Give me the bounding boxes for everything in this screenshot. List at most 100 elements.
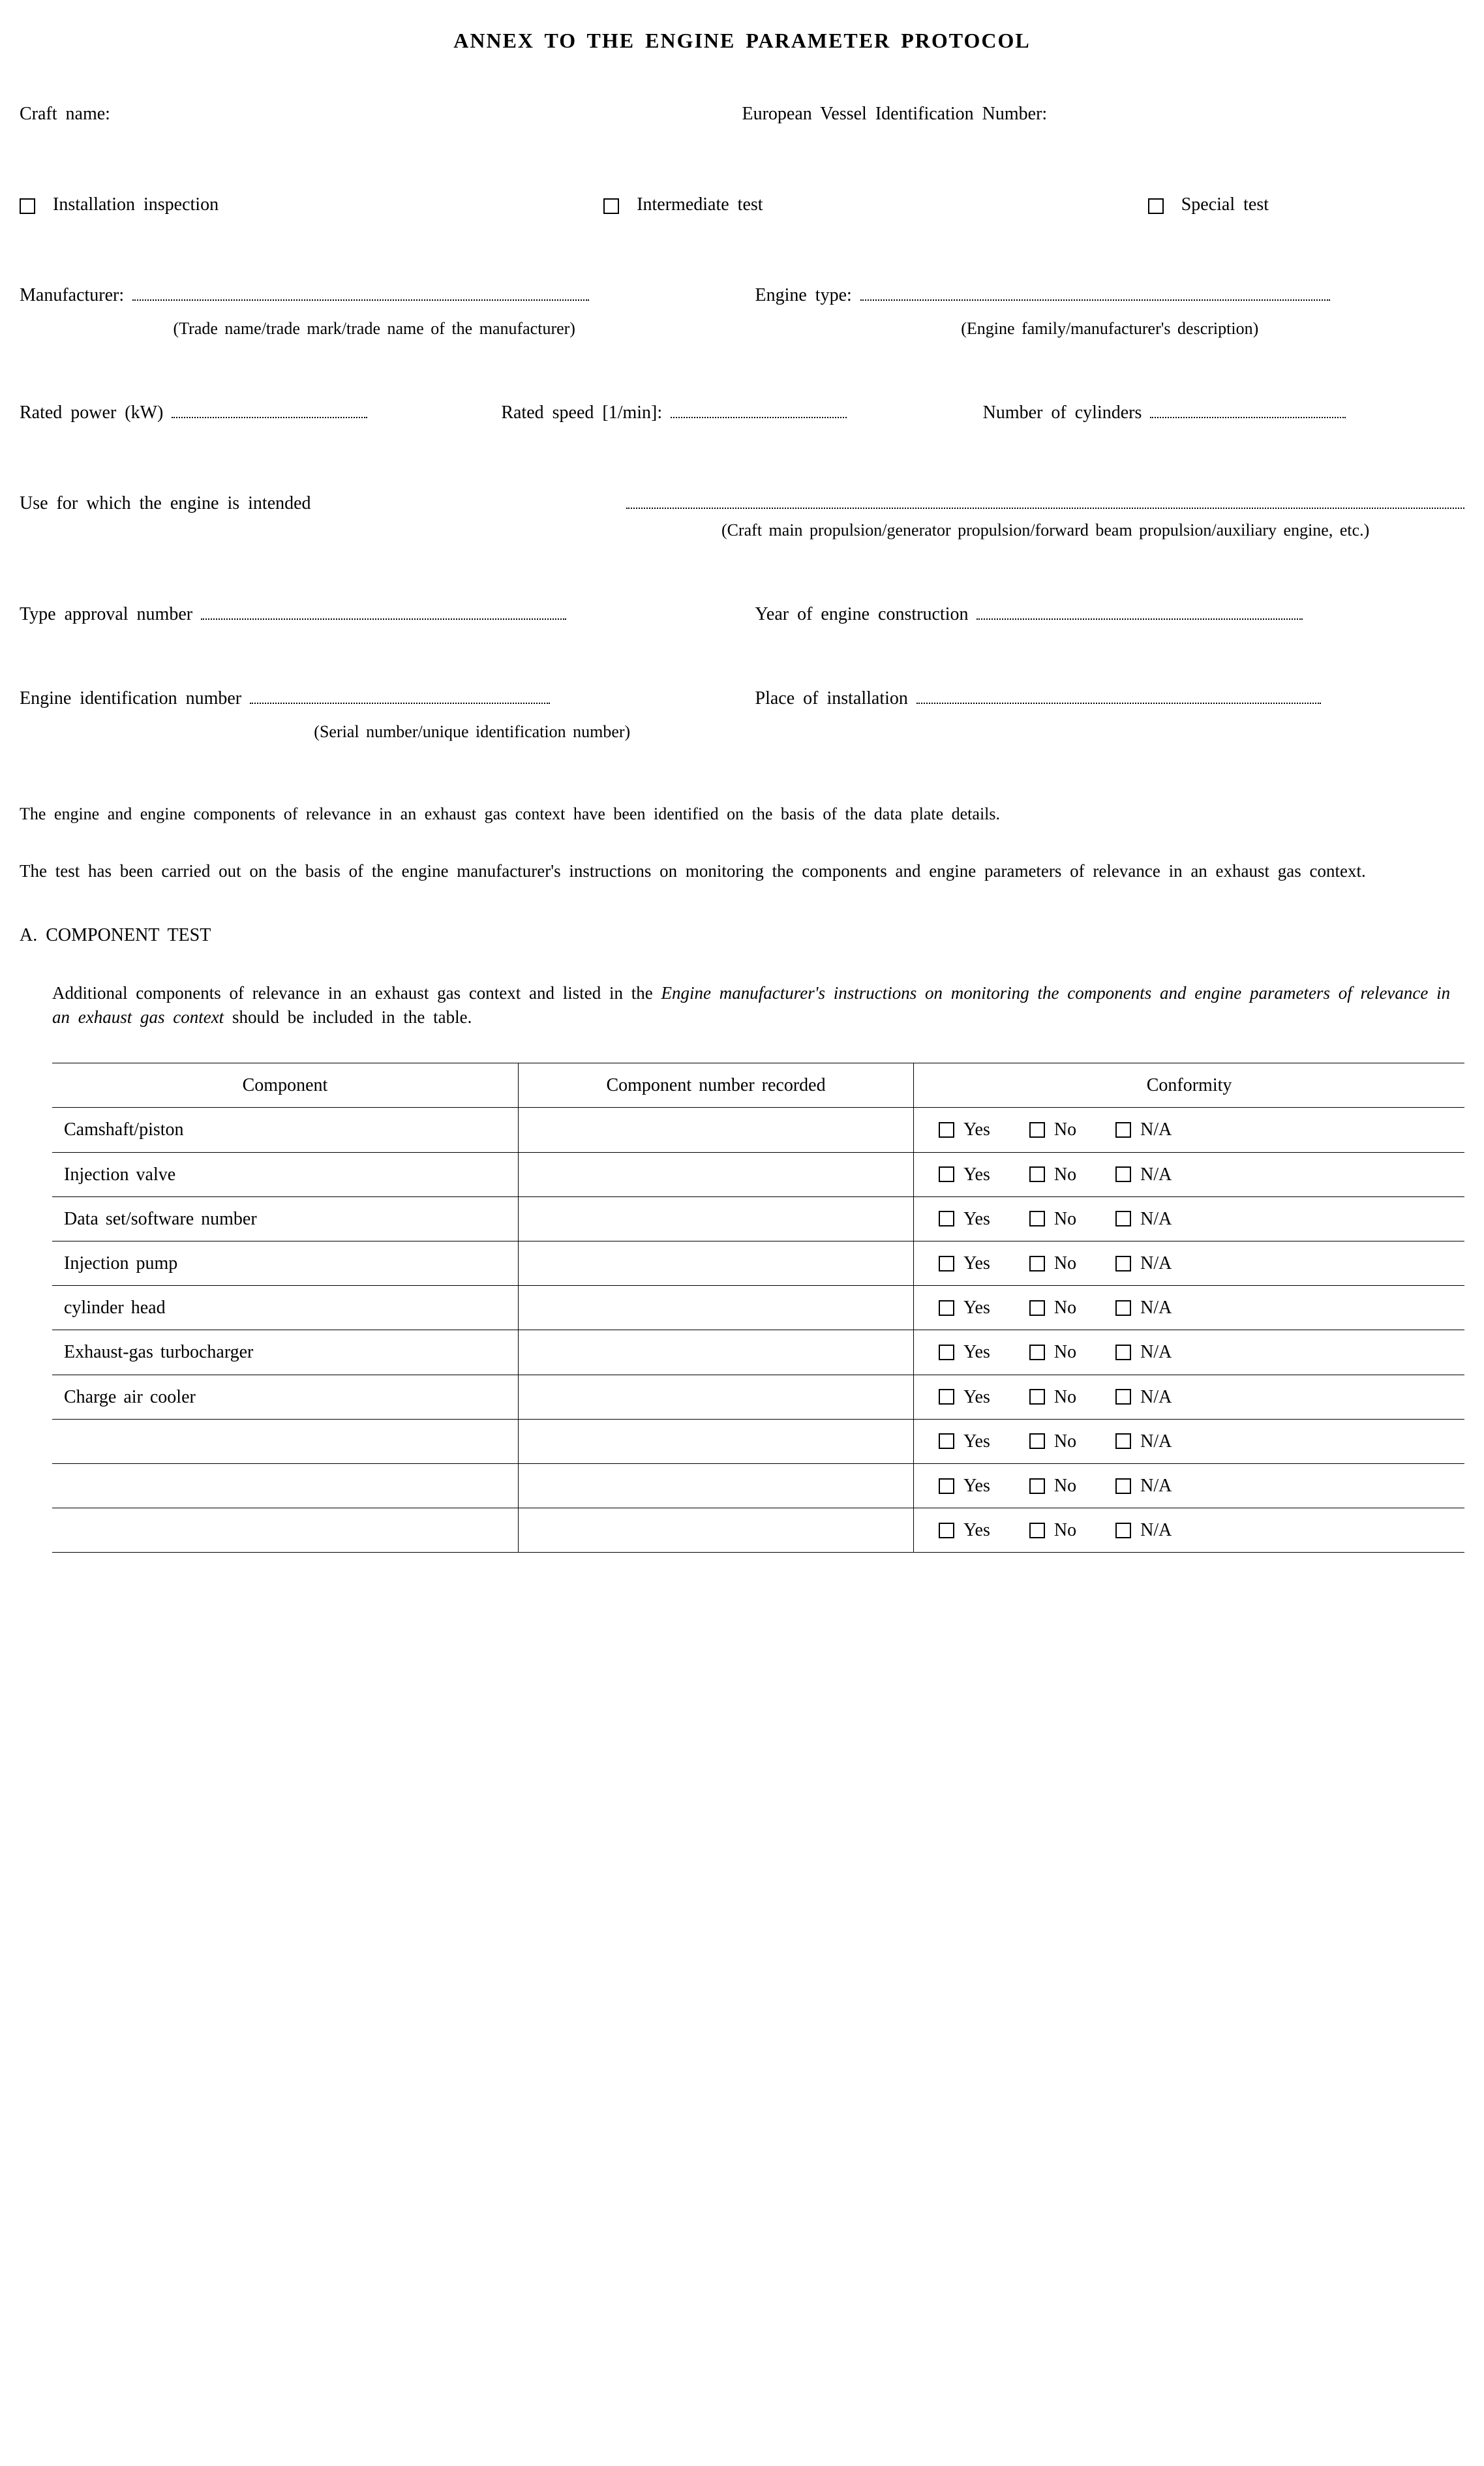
conformity-no-option[interactable]: No (1029, 1206, 1076, 1232)
year-construction-input[interactable] (977, 601, 1303, 620)
component-cell: Camshaft/piston (52, 1108, 518, 1152)
conformity-yes-option[interactable]: Yes (939, 1206, 990, 1232)
type-approval-input[interactable] (201, 601, 566, 620)
conformity-no-option[interactable]: No (1029, 1295, 1076, 1320)
special-test-option[interactable]: Special test (1148, 192, 1269, 217)
checkbox-icon[interactable] (1029, 1211, 1045, 1226)
conformity-na-option[interactable]: N/A (1115, 1517, 1172, 1543)
conformity-no-option[interactable]: No (1029, 1117, 1076, 1142)
checkbox-icon[interactable] (1115, 1345, 1131, 1360)
checkbox-icon[interactable] (603, 198, 619, 214)
header-row: Craft name: European Vessel Identificati… (20, 101, 1464, 127)
table-row: Yes No N/A (52, 1508, 1464, 1553)
conformity-yes-option[interactable]: Yes (939, 1429, 990, 1454)
installation-inspection-option[interactable]: Installation inspection (20, 192, 219, 217)
checkbox-icon[interactable] (1115, 1389, 1131, 1405)
conformity-no-option[interactable]: No (1029, 1384, 1076, 1410)
conformity-na-option[interactable]: N/A (1115, 1473, 1172, 1499)
conformity-no-option[interactable]: No (1029, 1517, 1076, 1543)
conformity-no-option[interactable]: No (1029, 1162, 1076, 1187)
conformity-no-option[interactable]: No (1029, 1339, 1076, 1365)
conformity-yes-option[interactable]: Yes (939, 1517, 990, 1543)
checkbox-icon[interactable] (1115, 1523, 1131, 1538)
option-label: N/A (1140, 1517, 1172, 1543)
checkbox-icon[interactable] (1029, 1523, 1045, 1538)
rated-speed-input[interactable] (671, 400, 847, 418)
component-number-cell[interactable] (518, 1241, 913, 1286)
checkbox-icon[interactable] (1029, 1300, 1045, 1316)
place-install-input[interactable] (916, 686, 1321, 704)
conformity-no-option[interactable]: No (1029, 1473, 1076, 1499)
checkbox-icon[interactable] (1029, 1389, 1045, 1405)
use-subnote: (Craft main propulsion/generator propuls… (626, 519, 1464, 542)
checkbox-icon[interactable] (1115, 1478, 1131, 1494)
conformity-na-option[interactable]: N/A (1115, 1295, 1172, 1320)
checkbox-icon[interactable] (939, 1478, 954, 1494)
component-number-cell[interactable] (518, 1508, 913, 1553)
checkbox-icon[interactable] (1029, 1345, 1045, 1360)
checkbox-icon[interactable] (939, 1389, 954, 1405)
conformity-yes-option[interactable]: Yes (939, 1295, 990, 1320)
conformity-na-option[interactable]: N/A (1115, 1384, 1172, 1410)
intermediate-test-option[interactable]: Intermediate test (603, 192, 763, 217)
checkbox-icon[interactable] (1115, 1300, 1131, 1316)
checkbox-icon[interactable] (1029, 1166, 1045, 1182)
component-number-cell[interactable] (518, 1375, 913, 1419)
component-number-cell[interactable] (518, 1330, 913, 1375)
table-row: Injection valve YesNoN/A (52, 1152, 1464, 1196)
conformity-no-option[interactable]: No (1029, 1251, 1076, 1276)
conformity-yes-option[interactable]: Yes (939, 1339, 990, 1365)
option-label: No (1054, 1517, 1076, 1543)
checkbox-icon[interactable] (1029, 1478, 1045, 1494)
conformity-cell: Yes No N/A (914, 1196, 1464, 1241)
num-cylinders-input[interactable] (1150, 400, 1346, 418)
component-number-cell[interactable] (518, 1152, 913, 1196)
engine-type-input[interactable] (860, 282, 1330, 301)
checkbox-icon[interactable] (20, 198, 35, 214)
component-number-cell[interactable] (518, 1419, 913, 1463)
craft-name-label: Craft name: (20, 101, 742, 127)
conformity-na-option[interactable]: N/A (1115, 1117, 1172, 1142)
conformity-na-option[interactable]: N/A (1115, 1339, 1172, 1365)
checkbox-icon[interactable] (1115, 1433, 1131, 1449)
component-number-cell[interactable] (518, 1286, 913, 1330)
checkbox-icon[interactable] (1029, 1256, 1045, 1271)
manufacturer-input[interactable] (132, 282, 589, 301)
conformity-na-option[interactable]: N/A (1115, 1162, 1172, 1187)
conformity-yes-option[interactable]: Yes (939, 1251, 990, 1276)
checkbox-icon[interactable] (1115, 1211, 1131, 1226)
checkbox-icon[interactable] (1115, 1256, 1131, 1271)
checkbox-icon[interactable] (939, 1300, 954, 1316)
checkbox-icon[interactable] (1148, 198, 1164, 214)
conformity-na-option[interactable]: N/A (1115, 1429, 1172, 1454)
intro-part2: should be included in the table. (224, 1007, 472, 1027)
conformity-na-option[interactable]: N/A (1115, 1206, 1172, 1232)
option-label: No (1054, 1473, 1076, 1499)
engine-id-input[interactable] (250, 686, 550, 704)
checkbox-icon[interactable] (939, 1256, 954, 1271)
rated-power-input[interactable] (172, 400, 367, 418)
conformity-yes-option[interactable]: Yes (939, 1117, 990, 1142)
checkbox-icon[interactable] (1115, 1122, 1131, 1138)
checkbox-icon[interactable] (1029, 1122, 1045, 1138)
checkbox-icon[interactable] (1029, 1433, 1045, 1449)
checkbox-icon[interactable] (939, 1433, 954, 1449)
conformity-na-option[interactable]: N/A (1115, 1251, 1172, 1276)
conformity-yes-option[interactable]: Yes (939, 1384, 990, 1410)
component-number-cell[interactable] (518, 1108, 913, 1152)
conformity-yes-option[interactable]: Yes (939, 1162, 990, 1187)
use-input[interactable] (626, 491, 1464, 509)
component-number-cell[interactable] (518, 1463, 913, 1508)
checkbox-icon[interactable] (939, 1345, 954, 1360)
checkbox-icon[interactable] (939, 1122, 954, 1138)
checkbox-icon[interactable] (1115, 1166, 1131, 1182)
component-number-cell[interactable] (518, 1196, 913, 1241)
power-speed-cyl-row: Rated power (kW) Rated speed [1/min]: Nu… (20, 400, 1464, 425)
intro-part1: Additional components of relevance in an… (52, 983, 661, 1003)
checkbox-icon[interactable] (939, 1166, 954, 1182)
checkbox-icon[interactable] (939, 1211, 954, 1226)
conformity-yes-option[interactable]: Yes (939, 1473, 990, 1499)
col-component: Component (52, 1063, 518, 1108)
conformity-no-option[interactable]: No (1029, 1429, 1076, 1454)
checkbox-icon[interactable] (939, 1523, 954, 1538)
